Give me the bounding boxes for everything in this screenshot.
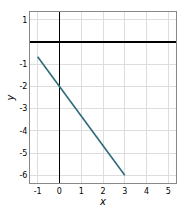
svg-text:2: 2 [100,187,105,196]
svg-text:-5: -5 [19,149,27,158]
svg-text:4: 4 [144,187,149,196]
svg-text:x: x [99,196,106,207]
svg-text:-2: -2 [19,82,27,91]
svg-text:1: 1 [22,16,27,25]
svg-text:-4: -4 [19,127,27,136]
svg-text:1: 1 [79,187,84,196]
svg-text:-1: -1 [19,60,27,69]
svg-text:5: 5 [166,187,171,196]
svg-text:0: 0 [57,187,62,196]
svg-text:-6: -6 [19,171,27,180]
svg-text:-1: -1 [34,187,42,196]
svg-text:y: y [5,93,16,101]
svg-text:-3: -3 [19,104,27,113]
svg-text:3: 3 [122,187,127,196]
